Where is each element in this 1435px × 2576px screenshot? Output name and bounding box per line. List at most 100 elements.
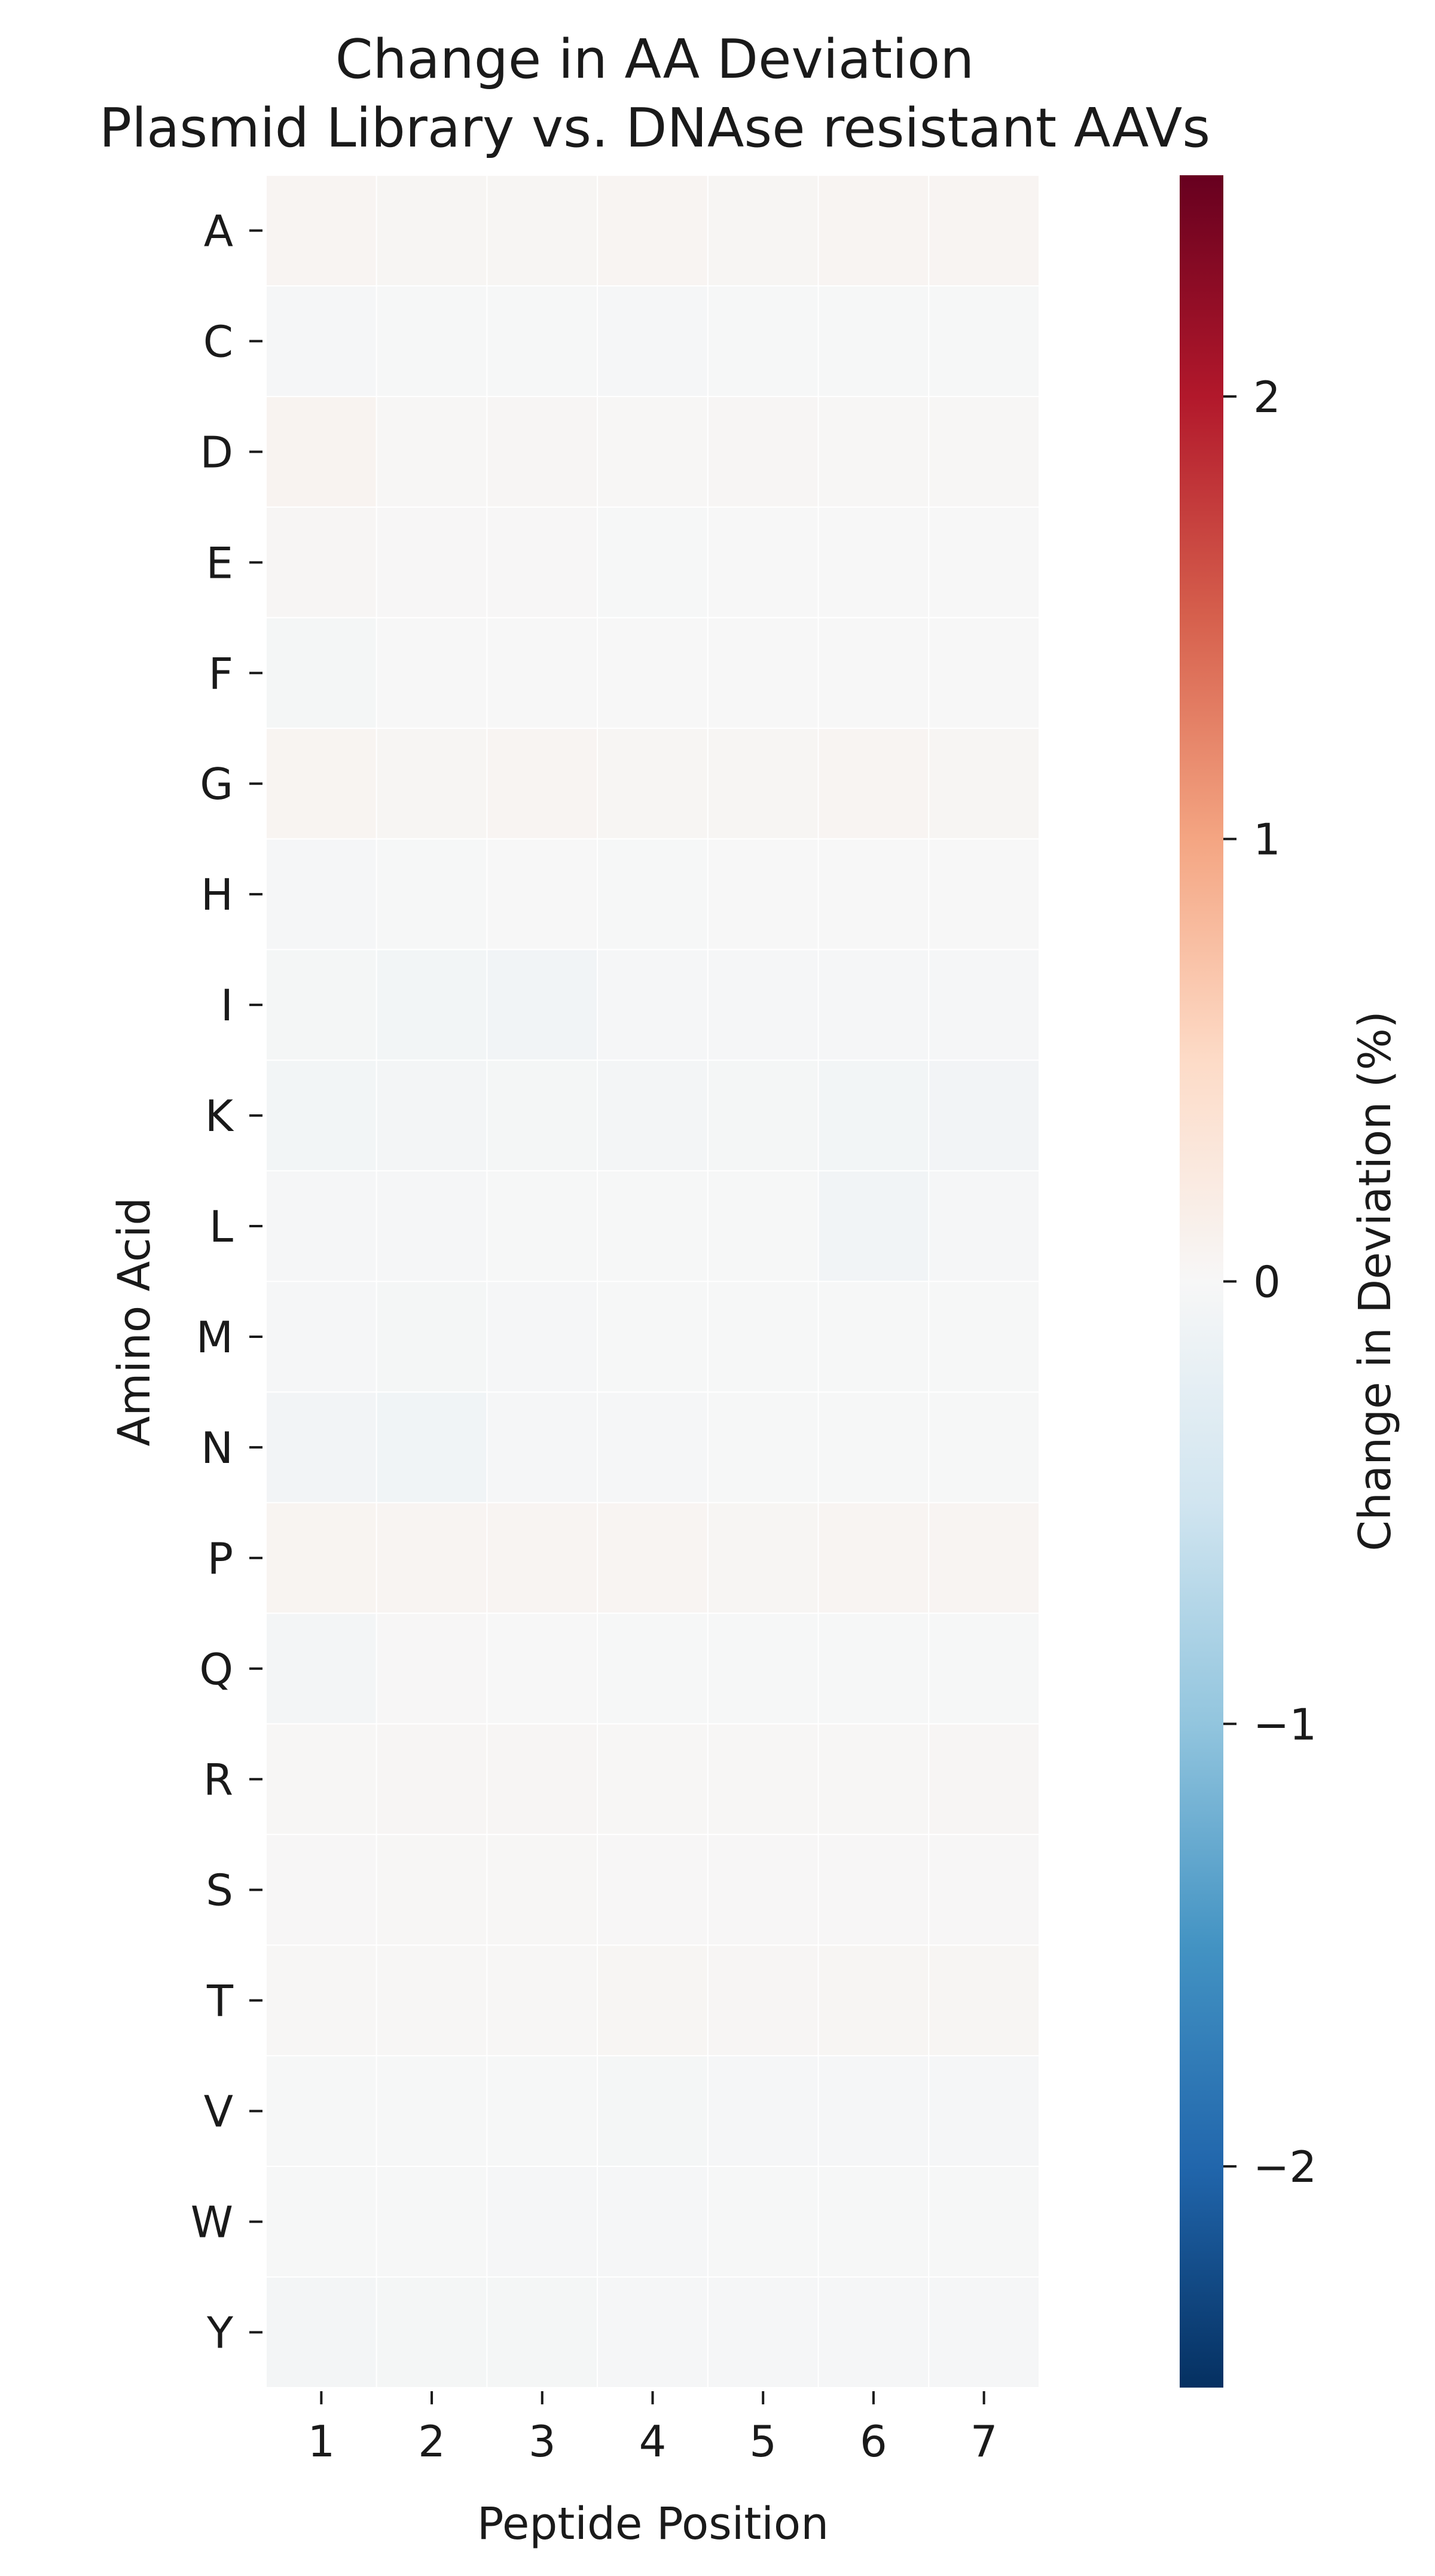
- heatmap-cell-F-7: [928, 617, 1040, 729]
- heatmap-cell-M-4: [597, 1281, 709, 1393]
- heatmap-cell-D-7: [928, 395, 1040, 508]
- heatmap-cell-Y-7: [928, 2276, 1040, 2389]
- heatmap-cell-K-2: [375, 1059, 488, 1172]
- heatmap-cell-A-6: [817, 175, 930, 286]
- y-tick-label-Y: Y: [206, 2308, 234, 2358]
- heatmap-cell-P-3: [486, 1502, 599, 1614]
- heatmap-cell-E-5: [707, 506, 819, 618]
- heatmap-cell-V-6: [817, 2055, 930, 2168]
- heatmap-cell-E-2: [375, 506, 488, 618]
- heatmap-cell-Q-5: [707, 1612, 819, 1725]
- heatmap-cell-H-2: [375, 838, 488, 950]
- heatmap-cell-H-7: [928, 838, 1040, 950]
- heatmap-cell-N-4: [597, 1391, 709, 1504]
- heatmap-cell-R-3: [486, 1723, 599, 1836]
- heatmap-cell-S-3: [486, 1834, 599, 1946]
- heatmap-cell-F-4: [597, 617, 709, 729]
- heatmap-cell-K-7: [928, 1059, 1040, 1172]
- heatmap-cell-E-7: [928, 506, 1040, 618]
- heatmap-cell-I-2: [375, 949, 488, 1061]
- y-tick-label-H: H: [201, 870, 233, 920]
- heatmap-cell-V-7: [928, 2055, 1040, 2168]
- heatmap-cell-A-5: [707, 175, 819, 286]
- y-tick-label-C: C: [203, 316, 233, 367]
- heatmap-cell-C-2: [375, 285, 488, 397]
- heatmap-cell-T-2: [375, 1944, 488, 2057]
- heatmap-cell-N-3: [486, 1391, 599, 1504]
- heatmap-cell-D-6: [817, 395, 930, 508]
- y-tick-label-R: R: [203, 1755, 233, 1805]
- heatmap-cell-Q-1: [265, 1612, 377, 1725]
- heatmap-cell-M-7: [928, 1281, 1040, 1393]
- y-tick-label-Q: Q: [199, 1644, 233, 1694]
- heatmap-cell-L-1: [265, 1170, 377, 1282]
- heatmap-cell-K-3: [486, 1059, 599, 1172]
- heatmap-cell-I-5: [707, 949, 819, 1061]
- heatmap-cell-V-2: [375, 2055, 488, 2168]
- heatmap-cell-M-2: [375, 1281, 488, 1393]
- heatmap-cell-T-6: [817, 1944, 930, 2057]
- heatmap-cell-M-6: [817, 1281, 930, 1393]
- heatmap-cell-R-5: [707, 1723, 819, 1836]
- x-axis-ticks: 1 2 3 4 5 6 7: [307, 2391, 998, 2467]
- heatmap-cell-T-3: [486, 1944, 599, 2057]
- heatmap-cell-S-6: [817, 1834, 930, 1946]
- heatmap-cell-K-1: [265, 1059, 377, 1172]
- y-tick-label-L: L: [209, 1202, 233, 1252]
- heatmap-cell-T-1: [265, 1944, 377, 2057]
- heatmap-cell-S-2: [375, 1834, 488, 1946]
- colorbar-tick-label-3: 1: [1253, 815, 1281, 865]
- heatmap-cell-V-5: [707, 2055, 819, 2168]
- heatmap-cell-D-2: [375, 395, 488, 508]
- y-tick-label-S: S: [206, 1865, 233, 1916]
- heatmap-cell-F-2: [375, 617, 488, 729]
- heatmap-cell-I-1: [265, 949, 377, 1061]
- y-tick-label-D: D: [200, 427, 233, 477]
- heatmap-cell-G-3: [486, 727, 599, 840]
- heatmap-cell-R-1: [265, 1723, 377, 1836]
- heatmap-cell-L-2: [375, 1170, 488, 1282]
- heatmap-cell-C-4: [597, 285, 709, 397]
- heatmap-cell-F-3: [486, 617, 599, 729]
- heatmap-cell-G-2: [375, 727, 488, 840]
- heatmap-cell-L-4: [597, 1170, 709, 1282]
- y-tick-label-G: G: [200, 759, 233, 809]
- heatmap-cell-P-7: [928, 1502, 1040, 1614]
- heatmap-cell-A-4: [597, 175, 709, 286]
- heatmap-cell-P-5: [707, 1502, 819, 1614]
- y-tick-label-I: I: [221, 980, 233, 1031]
- heatmap-cell-H-3: [486, 838, 599, 950]
- heatmap-cell-W-6: [817, 2166, 930, 2278]
- y-axis-label: Amino Acid: [109, 1197, 160, 1447]
- heatmap-cell-F-5: [707, 617, 819, 729]
- x-tick-label-7: 7: [970, 2416, 998, 2467]
- heatmap-cell-T-7: [928, 1944, 1040, 2057]
- y-tick-label-F: F: [209, 648, 233, 699]
- heatmap-cell-W-4: [597, 2166, 709, 2278]
- heatmap-cell-Q-4: [597, 1612, 709, 1725]
- chart-title-line-1: Change in AA Deviation: [335, 28, 975, 91]
- x-tick-label-3: 3: [529, 2416, 556, 2467]
- y-tick-label-P: P: [207, 1534, 233, 1584]
- heatmap-cell-Q-2: [375, 1612, 488, 1725]
- x-axis-label: Peptide Position: [477, 2498, 829, 2550]
- heatmap-cell-H-6: [817, 838, 930, 950]
- x-tick-label-1: 1: [307, 2416, 335, 2467]
- heatmap-cell-C-6: [817, 285, 930, 397]
- heatmap-cell-D-4: [597, 395, 709, 508]
- heatmap-cell-G-1: [265, 727, 377, 840]
- heatmap-cell-H-1: [265, 838, 377, 950]
- heatmap-cells: [265, 175, 1040, 2389]
- heatmap-cell-S-5: [707, 1834, 819, 1946]
- heatmap-cell-Y-3: [486, 2276, 599, 2389]
- chart-title-line-2: Plasmid Library vs. DNAse resistant AAVs: [99, 97, 1210, 160]
- heatmap-cell-W-2: [375, 2166, 488, 2278]
- heatmap-cell-A-3: [486, 175, 599, 286]
- heatmap-cell-N-6: [817, 1391, 930, 1504]
- heatmap-cell-F-1: [265, 617, 377, 729]
- heatmap-cell-S-1: [265, 1834, 377, 1946]
- heatmap-cell-P-4: [597, 1502, 709, 1614]
- x-tick-label-6: 6: [860, 2416, 887, 2467]
- heatmap-cell-K-4: [597, 1059, 709, 1172]
